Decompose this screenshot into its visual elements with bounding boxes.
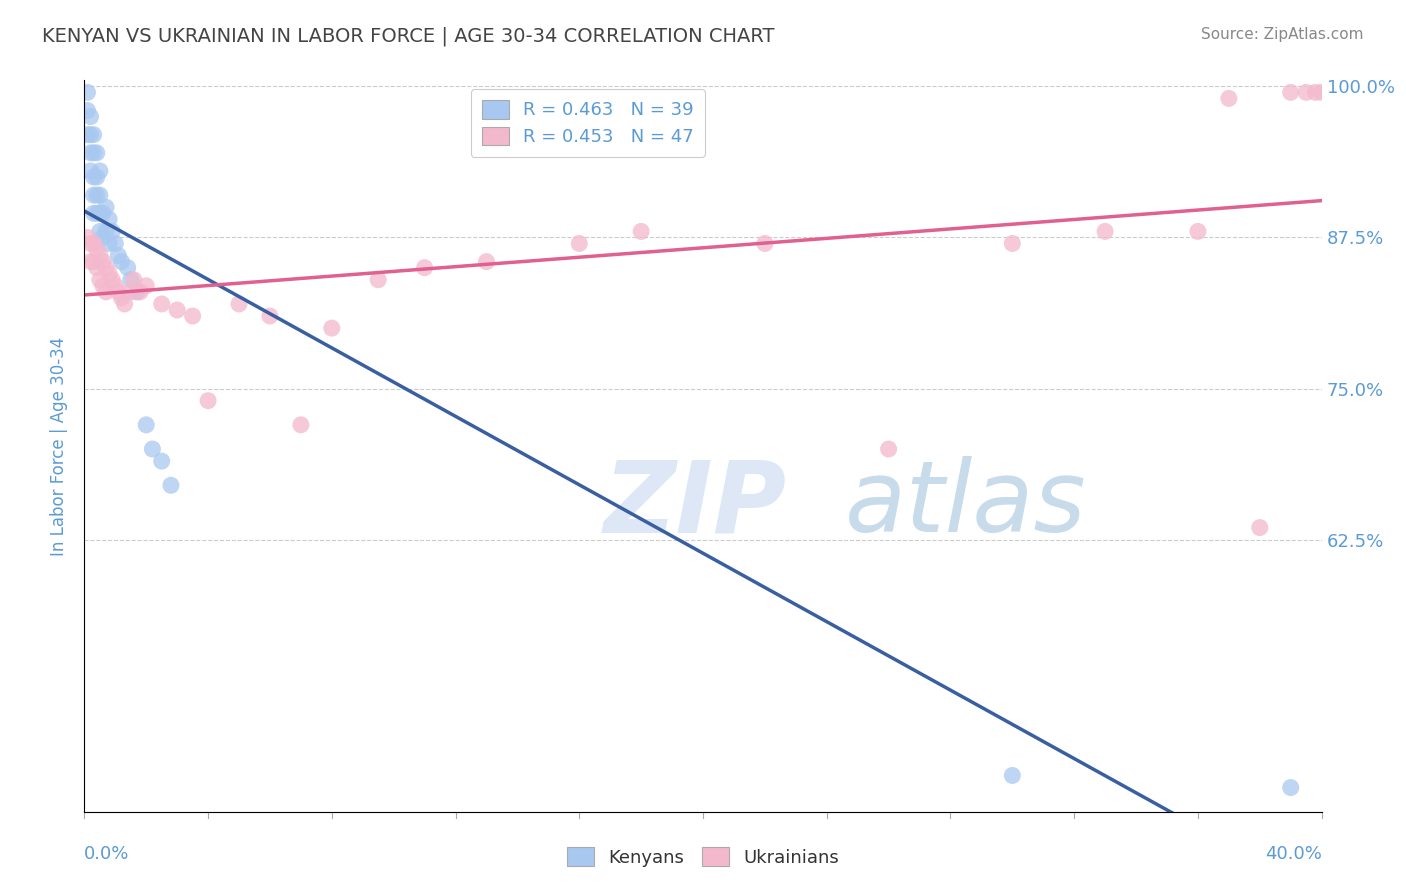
Point (1001, 768, 1024, 782)
Point (290, 417, 312, 432)
Point (89, 249, 111, 263)
Point (86, 260, 108, 275)
Point (83, 169, 105, 184)
Point (79, 164, 101, 178)
Point (83, 254, 105, 268)
Point (91, 206, 114, 220)
Point (98, 267, 121, 281)
Point (94, 285, 117, 299)
Point (89, 224, 111, 238)
Point (83, 206, 105, 220)
Point (114, 297, 136, 311)
Point (83, 128, 105, 142)
Point (117, 260, 139, 275)
Point (89, 188, 111, 202)
Point (98, 236, 121, 251)
Point (1187, 224, 1209, 238)
Legend: Kenyans, Ukrainians: Kenyans, Ukrainians (560, 840, 846, 874)
Point (91, 230, 114, 244)
Point (107, 285, 129, 299)
Point (141, 442, 163, 456)
Point (101, 224, 124, 238)
Point (228, 297, 250, 311)
Point (321, 321, 343, 335)
Point (76, 230, 98, 244)
Point (94, 224, 117, 238)
Point (367, 273, 389, 287)
Point (107, 249, 129, 263)
Point (1094, 224, 1116, 238)
Point (166, 303, 188, 318)
Point (86, 243, 108, 257)
Point (83, 145, 105, 160)
Point (1305, 86, 1327, 100)
Point (754, 236, 776, 251)
Point (1279, 780, 1302, 795)
Point (79, 110, 101, 124)
Point (135, 417, 157, 432)
Point (125, 285, 148, 299)
Point (150, 297, 173, 311)
Point (1310, 86, 1333, 100)
Point (76, 103, 98, 118)
Point (259, 309, 281, 323)
Point (89, 206, 111, 220)
Y-axis label: In Labor Force | Age 30-34: In Labor Force | Age 30-34 (51, 336, 69, 556)
Point (83, 188, 105, 202)
Point (1295, 86, 1317, 100)
Point (86, 188, 108, 202)
Point (98, 212, 121, 227)
Point (86, 145, 108, 160)
Point (181, 309, 204, 323)
Point (1218, 91, 1240, 105)
Point (877, 442, 900, 456)
Point (79, 145, 101, 160)
Point (568, 236, 591, 251)
Text: 0.0%: 0.0% (84, 845, 129, 863)
Point (79, 254, 101, 268)
Text: 40.0%: 40.0% (1265, 845, 1322, 863)
Text: Source: ZipAtlas.com: Source: ZipAtlas.com (1201, 27, 1364, 42)
Point (104, 278, 127, 293)
Point (86, 169, 108, 184)
Point (94, 260, 117, 275)
Point (413, 260, 436, 275)
Point (86, 206, 108, 220)
Point (150, 454, 173, 468)
Point (94, 200, 117, 214)
Point (89, 273, 111, 287)
Legend: R = 0.463   N = 39, R = 0.453   N = 47: R = 0.463 N = 39, R = 0.453 N = 47 (471, 89, 704, 157)
Point (91, 254, 114, 268)
Point (110, 254, 132, 268)
Point (1279, 86, 1302, 100)
Point (1249, 520, 1271, 534)
Point (79, 128, 101, 142)
Point (120, 273, 142, 287)
Point (197, 393, 219, 408)
Point (104, 236, 127, 251)
Point (135, 278, 157, 293)
Point (101, 273, 124, 287)
Text: ZIP: ZIP (605, 456, 787, 553)
Point (1001, 236, 1024, 251)
Point (76, 128, 98, 142)
Text: atlas: atlas (845, 456, 1087, 553)
Point (91, 278, 114, 293)
Point (120, 285, 142, 299)
Point (630, 224, 652, 238)
Point (79, 236, 101, 251)
Point (83, 236, 105, 251)
Point (475, 254, 498, 268)
Text: KENYAN VS UKRAINIAN IN LABOR FORCE | AGE 30-34 CORRELATION CHART: KENYAN VS UKRAINIAN IN LABOR FORCE | AGE… (42, 27, 775, 46)
Point (76, 86, 98, 100)
Point (129, 285, 152, 299)
Point (122, 273, 145, 287)
Point (110, 291, 132, 305)
Point (160, 478, 183, 492)
Point (89, 164, 111, 178)
